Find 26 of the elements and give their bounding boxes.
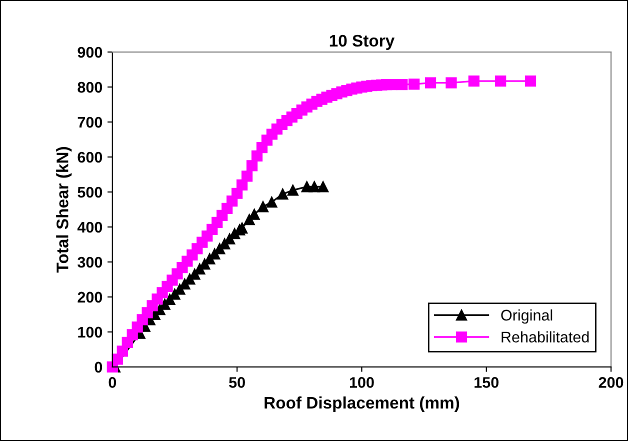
- y-tick-label: 700: [78, 116, 102, 128]
- x-tick-label: 50: [229, 377, 245, 388]
- legend-label: Rehabilitated: [502, 331, 589, 343]
- y-axis-title: Total Shear (kN): [56, 147, 72, 273]
- y-tick-label: 300: [78, 256, 102, 268]
- point: [277, 188, 288, 200]
- chart-title: 10 Story: [330, 34, 395, 50]
- point: [318, 181, 329, 192]
- point: [266, 196, 278, 208]
- x-tick-label: 0: [108, 377, 116, 388]
- y-tick-label: 0: [94, 362, 102, 373]
- y-tick-label: 600: [78, 152, 102, 163]
- y-tick-label: 400: [77, 222, 102, 233]
- point: [308, 181, 320, 192]
- y-tick-label: 800: [78, 82, 102, 93]
- x-tick-label: 150: [474, 377, 499, 388]
- y-tick-label: 900: [78, 46, 102, 58]
- x-axis-title: Roof Displacement (mm): [264, 396, 460, 412]
- point: [257, 201, 269, 212]
- point: [287, 184, 298, 196]
- y-tick-label: 200: [78, 292, 102, 303]
- x-tick-label: 100: [350, 377, 374, 388]
- y-tick-label: 100: [78, 326, 102, 338]
- y-tick-label: 500: [78, 186, 102, 198]
- legend-label: Original: [501, 309, 552, 324]
- x-tick-label: 200: [598, 377, 624, 388]
